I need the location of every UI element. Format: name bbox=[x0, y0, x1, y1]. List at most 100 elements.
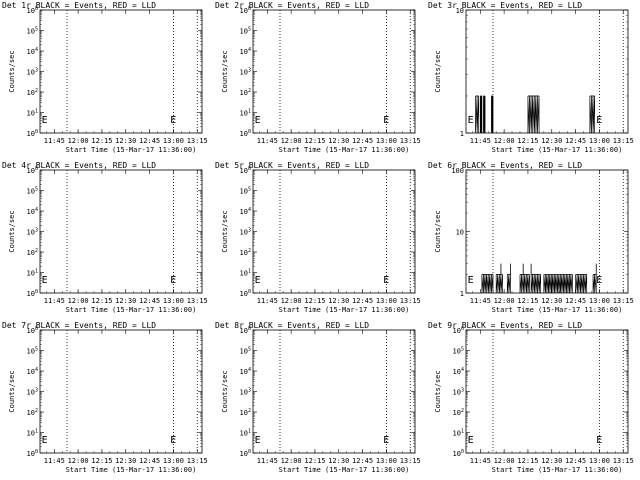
x-tick-label: 13:15 bbox=[400, 457, 421, 465]
y-axis-label: Counts/sec bbox=[434, 210, 442, 252]
event-marker-label: E bbox=[468, 115, 474, 126]
x-tick-label: 12:45 bbox=[352, 137, 373, 145]
detector-panel: Det 2r BLACK = Events, RED = LLD 100 101 10… bbox=[215, 1, 421, 154]
x-tick-label: 12:15 bbox=[517, 137, 538, 145]
x-tick-label: 13:15 bbox=[187, 457, 208, 465]
event-marker-label: E bbox=[42, 435, 48, 446]
rate-burst bbox=[575, 274, 588, 294]
x-axis-label: Start Time (15-Mar-17 11:36:00) bbox=[492, 466, 623, 474]
event-marker-label: E bbox=[255, 435, 261, 446]
detector-panel: Det 3r BLACK = Events, RED = LLD 1 10 Count… bbox=[428, 1, 634, 154]
event-marker-label: E bbox=[468, 275, 474, 286]
detector-panel: Det 5r BLACK = Events, RED = LLD 100 101 10… bbox=[215, 161, 421, 314]
x-tick-label: 13:00 bbox=[589, 137, 610, 145]
x-tick-label: 12:30 bbox=[115, 297, 136, 305]
plot-frame bbox=[252, 169, 416, 294]
panel-title: Det 2r BLACK = Events, RED = LLD bbox=[215, 1, 369, 10]
y-tick-label: 102 bbox=[240, 88, 251, 97]
y-tick-label: 100 bbox=[240, 449, 251, 458]
y-tick-label: 103 bbox=[240, 228, 251, 237]
x-tick-label: 12:00 bbox=[494, 137, 515, 145]
y-tick-label: 10 bbox=[456, 229, 464, 237]
event-marker-label: E bbox=[255, 275, 261, 286]
x-tick-label: 12:45 bbox=[565, 137, 586, 145]
x-tick-label: 12:00 bbox=[281, 137, 302, 145]
y-axis-label: Counts/sec bbox=[221, 210, 229, 252]
event-marker-label: E bbox=[42, 115, 48, 126]
y-tick-label: 101 bbox=[240, 429, 251, 438]
x-tick-label: 12:15 bbox=[517, 457, 538, 465]
x-tick-label: 13:15 bbox=[613, 137, 634, 145]
x-tick-label: 11:45 bbox=[257, 297, 278, 305]
x-tick-label: 12:00 bbox=[68, 297, 89, 305]
event-marker-label: E bbox=[596, 435, 602, 446]
y-tick-label: 101 bbox=[27, 269, 38, 278]
y-tick-label: 103 bbox=[27, 68, 38, 77]
rate-burst bbox=[543, 274, 573, 294]
panel-title: Det 3r BLACK = Events, RED = LLD bbox=[428, 1, 582, 10]
event-marker-label: E bbox=[170, 275, 176, 286]
x-tick-label: 11:45 bbox=[257, 137, 278, 145]
x-tick-label: 12:45 bbox=[565, 457, 586, 465]
y-tick-label: 103 bbox=[240, 388, 251, 397]
y-tick-label: 101 bbox=[453, 429, 464, 438]
rate-burst bbox=[495, 274, 503, 294]
x-axis-label: Start Time (15-Mar-17 11:36:00) bbox=[279, 306, 410, 314]
x-tick-label: 11:45 bbox=[44, 457, 65, 465]
x-tick-label: 12:30 bbox=[328, 137, 349, 145]
x-tick-label: 12:15 bbox=[304, 137, 325, 145]
x-tick-label: 12:30 bbox=[328, 457, 349, 465]
x-tick-label: 12:15 bbox=[91, 457, 112, 465]
y-tick-label: 105 bbox=[27, 347, 38, 356]
y-tick-label: 102 bbox=[27, 88, 38, 97]
x-tick-label: 13:15 bbox=[613, 297, 634, 305]
y-tick-label: 102 bbox=[240, 248, 251, 257]
x-tick-label: 12:15 bbox=[304, 457, 325, 465]
y-tick-label: 105 bbox=[27, 187, 38, 196]
y-tick-label: 102 bbox=[240, 408, 251, 417]
plot-frame bbox=[39, 9, 203, 134]
x-tick-label: 11:45 bbox=[470, 457, 491, 465]
y-tick-label: 100 bbox=[27, 289, 38, 298]
x-tick-label: 13:15 bbox=[400, 137, 421, 145]
x-tick-label: 13:00 bbox=[376, 457, 397, 465]
y-tick-label: 101 bbox=[27, 429, 38, 438]
y-tick-label: 102 bbox=[27, 408, 38, 417]
x-tick-label: 12:45 bbox=[352, 297, 373, 305]
event-marker-label: E bbox=[170, 435, 176, 446]
x-tick-label: 13:00 bbox=[163, 297, 184, 305]
y-tick-label: 105 bbox=[240, 347, 251, 356]
y-tick-label: 1 bbox=[460, 130, 464, 138]
y-tick-label: 105 bbox=[453, 347, 464, 356]
event-marker-label: E bbox=[596, 115, 602, 126]
x-axis-label: Start Time (15-Mar-17 11:36:00) bbox=[279, 466, 410, 474]
rate-burst bbox=[506, 274, 511, 294]
x-axis-label: Start Time (15-Mar-17 11:36:00) bbox=[66, 306, 197, 314]
y-tick-label: 104 bbox=[27, 367, 38, 376]
x-axis-label: Start Time (15-Mar-17 11:36:00) bbox=[492, 306, 623, 314]
y-tick-label: 105 bbox=[240, 187, 251, 196]
x-tick-label: 12:30 bbox=[541, 137, 562, 145]
panel-title: Det 8r BLACK = Events, RED = LLD bbox=[215, 321, 369, 330]
x-tick-label: 13:00 bbox=[376, 137, 397, 145]
x-tick-label: 12:15 bbox=[517, 297, 538, 305]
x-tick-label: 12:15 bbox=[304, 297, 325, 305]
detector-panel: Det 8r BLACK = Events, RED = LLD 100 101 10… bbox=[215, 321, 421, 474]
x-tick-label: 12:45 bbox=[565, 297, 586, 305]
x-axis-label: Start Time (15-Mar-17 11:36:00) bbox=[492, 146, 623, 154]
event-marker-label: E bbox=[468, 435, 474, 446]
x-tick-label: 12:30 bbox=[541, 457, 562, 465]
plot-frame bbox=[465, 329, 629, 454]
rate-burst bbox=[475, 95, 480, 134]
panel-title: Det 7r BLACK = Events, RED = LLD bbox=[2, 321, 156, 330]
y-tick-label: 101 bbox=[240, 109, 251, 118]
y-axis-label: Counts/sec bbox=[434, 50, 442, 92]
y-tick-label: 103 bbox=[240, 68, 251, 77]
x-axis-label: Start Time (15-Mar-17 11:36:00) bbox=[66, 146, 197, 154]
x-tick-label: 12:00 bbox=[281, 457, 302, 465]
y-tick-label: 103 bbox=[27, 228, 38, 237]
x-tick-label: 11:45 bbox=[257, 457, 278, 465]
x-tick-label: 12:30 bbox=[115, 457, 136, 465]
y-tick-label: 106 bbox=[27, 326, 38, 335]
